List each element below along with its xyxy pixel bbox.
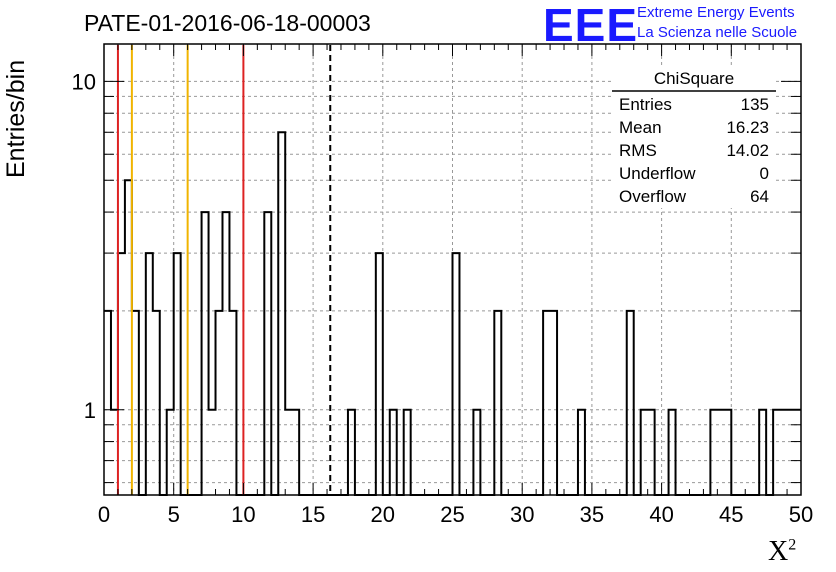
stats-row-value: 14.02 xyxy=(726,141,769,160)
stats-row-label: Entries xyxy=(619,95,672,114)
y-tick-label: 1 xyxy=(84,398,96,423)
stats-row-value: 64 xyxy=(750,187,769,206)
histogram-bin xyxy=(216,311,223,495)
stats-row-label: RMS xyxy=(619,141,657,160)
stats-box: ChiSquare Entries 135 Mean 16.23 RMS 14.02 Unde… xyxy=(612,68,776,208)
stats-row-value: 16.23 xyxy=(726,118,769,137)
x-tick-label: 30 xyxy=(510,502,534,527)
chart-title: PATE-01-2016-06-18-00003 xyxy=(84,10,371,36)
x-tick-label: 10 xyxy=(231,502,255,527)
histogram-bin xyxy=(376,253,383,495)
stats-box-title: ChiSquare xyxy=(654,69,734,88)
x-tick-label: 5 xyxy=(168,502,180,527)
stats-row-label: Overflow xyxy=(619,187,687,206)
x-tick-label: 45 xyxy=(719,502,743,527)
histogram-bin xyxy=(627,311,634,495)
x-axis-label-exponent: 2 xyxy=(788,536,797,554)
histogram-bin xyxy=(550,311,557,495)
logo-line-2: La Scienza nelle Scuole xyxy=(637,24,798,41)
y-tick-label: 10 xyxy=(72,69,96,94)
histogram-bin xyxy=(132,311,139,495)
histogram-bin xyxy=(453,253,460,495)
x-tick-label: 25 xyxy=(440,502,464,527)
histogram-bin xyxy=(118,253,125,495)
histogram-bin xyxy=(229,311,236,495)
histogram-bin xyxy=(174,253,181,495)
marker-lines xyxy=(116,45,332,495)
stats-row-value: 0 xyxy=(760,164,769,183)
histogram-bin xyxy=(202,212,209,495)
histogram-bin xyxy=(146,253,153,495)
logo-line-1: Extreme Energy Events xyxy=(637,4,795,21)
histogram-bin xyxy=(153,311,160,495)
x-tick-label: 20 xyxy=(371,502,395,527)
x-tick-label: 35 xyxy=(580,502,604,527)
x-tick-label: 0 xyxy=(98,502,110,527)
histogram-bin xyxy=(222,212,229,495)
histogram-bin xyxy=(104,311,111,495)
histogram-bin xyxy=(543,311,550,495)
histogram-bin xyxy=(125,180,132,495)
x-tick-label: 40 xyxy=(649,502,673,527)
x-tick-label: 50 xyxy=(789,502,813,527)
stats-row-label: Underflow xyxy=(619,164,696,183)
histogram-bin xyxy=(494,311,501,495)
logo-mark: EEE xyxy=(543,0,639,51)
stats-row-value: 135 xyxy=(741,95,769,114)
x-axis-label: X2 xyxy=(768,536,797,567)
stats-row-label: Mean xyxy=(619,118,662,137)
histogram-bin xyxy=(278,132,285,495)
histogram-bin xyxy=(264,212,271,495)
x-tick-label: 15 xyxy=(301,502,325,527)
axis-ticks: 0 5 10 15 20 25 30 35 40 45 50 1 10 xyxy=(72,44,813,527)
